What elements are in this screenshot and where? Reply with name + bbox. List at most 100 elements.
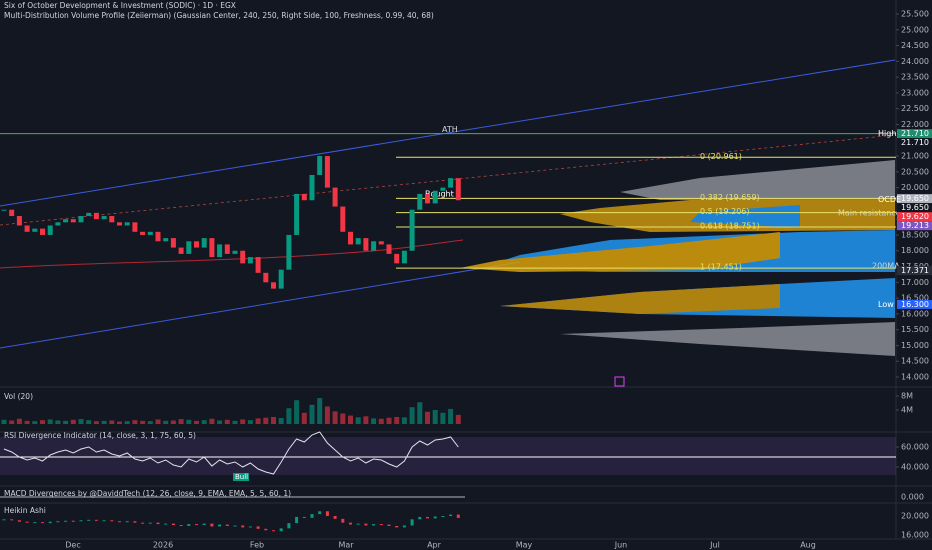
ha-candle — [264, 528, 268, 531]
ha-candle — [110, 520, 114, 522]
volume-bar — [101, 420, 107, 424]
volume-tick-label: 4M — [901, 406, 913, 415]
candle — [401, 250, 407, 264]
candle — [147, 231, 153, 235]
ha-candle — [349, 522, 352, 525]
rsi-line — [3, 431, 459, 475]
candle — [409, 209, 415, 251]
volume-bar — [70, 419, 76, 424]
candle — [170, 238, 176, 248]
price-label: 19.650 — [901, 194, 929, 203]
ha-candle — [141, 522, 145, 524]
candle — [140, 231, 146, 235]
ha-candle — [364, 523, 368, 526]
volume-bar — [309, 404, 315, 424]
candle — [109, 216, 115, 223]
ha-candle — [79, 520, 83, 522]
ha-candle — [195, 524, 198, 526]
bull-tag-box — [233, 473, 249, 481]
volume-bar — [278, 418, 284, 424]
ha-candle — [441, 516, 445, 517]
volume-profile — [460, 160, 895, 356]
volume-bar — [201, 420, 207, 424]
volume-bar — [417, 402, 423, 424]
y-tick-label: 23.000 — [901, 88, 929, 97]
rsi-band — [0, 437, 896, 475]
y-tick-label: 18.000 — [901, 246, 929, 255]
object-icon[interactable] — [614, 376, 625, 387]
price-label-box — [897, 299, 932, 309]
y-tick-label: 22.500 — [901, 104, 929, 113]
ha-candle — [395, 525, 399, 528]
ha-candle — [64, 520, 68, 522]
candle — [301, 193, 307, 201]
price-label-box — [897, 212, 932, 222]
candle — [355, 238, 361, 245]
candle — [271, 282, 276, 289]
candle — [124, 222, 130, 226]
price-tag: OCDE — [878, 195, 901, 204]
ha-candle — [379, 524, 383, 526]
candle — [432, 190, 438, 204]
channel-upper — [0, 59, 896, 207]
volume-bar — [286, 408, 292, 424]
ha-tick-label: 20.000 — [901, 512, 929, 521]
annotation-bought: Bought — [425, 190, 454, 199]
ha-candle — [449, 514, 453, 516]
candle — [425, 193, 430, 204]
y-tick-label: 15.000 — [901, 341, 929, 350]
candle — [55, 222, 61, 226]
candle — [132, 222, 138, 232]
symbol-title: Six of October Development & Investment … — [4, 1, 236, 10]
volume-bar — [409, 407, 415, 424]
fib-label: 1 (17.451) — [700, 263, 742, 272]
ha-candle — [387, 524, 391, 526]
volume-bar — [240, 419, 246, 424]
fib-label: 0.382 (19.659) — [700, 193, 760, 202]
volume-bar — [378, 418, 384, 424]
fib-label: 0.5 (19.206) — [700, 207, 750, 216]
candle — [348, 231, 353, 245]
ha-candle — [410, 519, 414, 526]
candle — [40, 228, 45, 235]
candle — [224, 244, 230, 254]
volume-bar — [86, 420, 92, 424]
volume-bar — [170, 420, 176, 424]
profile-grey-top — [620, 160, 895, 200]
volume-bar — [425, 411, 430, 424]
candle — [178, 247, 184, 254]
price-label: 16.300 — [901, 300, 929, 309]
ha-candle — [279, 528, 283, 532]
volume-bar — [186, 419, 192, 424]
ha-candle — [48, 521, 52, 524]
ha-candle — [341, 518, 345, 523]
candle — [155, 231, 161, 242]
profile-orange-low — [500, 284, 780, 314]
ha-candle — [179, 525, 183, 527]
volume-bar — [324, 406, 330, 424]
volume-bar — [440, 412, 446, 424]
volume-bar — [263, 417, 269, 424]
ha-candle — [233, 525, 237, 527]
volume-bar — [1, 419, 7, 424]
candle — [363, 238, 369, 251]
x-tick-label: Feb — [250, 541, 264, 550]
volume-bar — [247, 420, 253, 424]
volume-bar — [386, 417, 392, 424]
volume-bar — [401, 417, 407, 424]
ha-candle — [325, 511, 329, 516]
volume-bar — [124, 421, 130, 424]
ha-candle — [94, 519, 98, 521]
profile-grey-bottom — [560, 322, 895, 356]
volume-bar — [47, 419, 53, 424]
y-tick-label: 22.000 — [901, 120, 929, 129]
ha-candle — [456, 514, 460, 518]
y-tick-label: 14.000 — [901, 373, 929, 382]
volume-bar — [109, 420, 115, 424]
candle — [263, 272, 269, 283]
ha-candle — [287, 523, 291, 529]
candle — [101, 216, 107, 220]
ha-candle — [171, 523, 175, 526]
fib-label: 0.618 (18.751) — [700, 222, 760, 231]
y-tick-label: 16.500 — [901, 294, 929, 303]
